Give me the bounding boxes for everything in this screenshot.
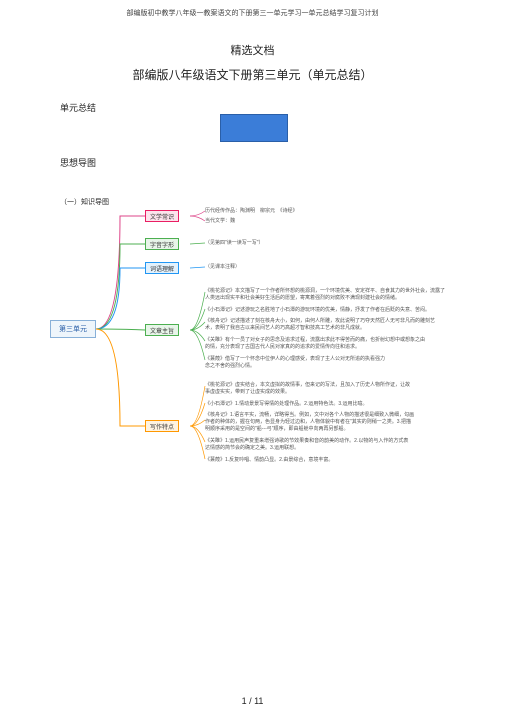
blue-placeholder xyxy=(220,114,288,142)
branch-writing: 写作特点 xyxy=(145,420,179,432)
leaf-4c2: 术，表明了我自古以来民间艺人的巧高超才智和技高工艺术的非凡成就。 xyxy=(205,325,365,332)
leaf-4e: 《蒹葭》借写了一个怀念中位伊人的心理感受，表现了主人公对无所追的执看强力 xyxy=(205,356,385,363)
section-mindmap: 思想导图 xyxy=(60,156,505,169)
mindmap-container: 第三单元 文学常识 历代经传作品：陶渊明 柳宗元 《诗经》 当代文学：魏 字音字… xyxy=(50,210,470,470)
root-node: 第三单元 xyxy=(50,320,96,338)
branch-theme: 文章主旨 xyxy=(145,324,179,336)
leaf-2: （见第四"读一读写一写"） xyxy=(205,240,264,247)
branch-literature: 文学常识 xyxy=(145,210,179,222)
leaf-5e: 《蒹葭》1.反复吟唱、情韵凸显。2.由景综合，意境丰富。 xyxy=(205,457,333,464)
leaf-5c: 《核舟记》1.语言平实，流畅，详略得当。例如，文中对各个人物的描述很是细致入微细… xyxy=(205,412,414,419)
leaf-4d: 《关雎》有个一员了对女子的思念及追求过程，流露出求此不得苦而的痛，也折射幻想中或… xyxy=(205,337,425,344)
leaf-4a: 《桃花源记》本文描写了一个作者所怀想的桃源洞，一个环境优美、安定祥平、自食其力的… xyxy=(205,288,445,295)
leaf-5a2: 事虚虚实实，带到了让虚实成的效果。 xyxy=(205,389,290,396)
leaf-4b: 《小石潭记》记述游玩之名胜地了小石潭的游玩环境的优美，情静，抒发了作者在后贬的失… xyxy=(205,307,430,314)
leaf-5b: 《小石潭记》1.情动景景写得情的处理作品。2.运用特色法。3.运用比喻。 xyxy=(205,401,368,408)
leaf-4c: 《核舟记》记述描述了刻在核舟大小，如何，由何人所雕，攻此说明了巧夺天然匠人无可非… xyxy=(205,318,435,325)
leaf-4e2: 念之不舍的强烈心情。 xyxy=(205,363,255,370)
leaf-1a: 历代经传作品：陶渊明 柳宗元 《诗经》 xyxy=(205,208,298,215)
branch-vocabulary: 词语理解 xyxy=(145,262,179,274)
page-title: 部编版八年级语文下册第三单元（单元总结） xyxy=(0,66,505,83)
page-footer: 1 / 11 xyxy=(0,696,505,706)
leaf-3: （见课本注释） xyxy=(205,264,240,271)
leaf-5a: 《桃花源记》虚实结合，本文虚拟的故情事，但来记的写法，且加入了历史人物所作证，让… xyxy=(205,382,410,389)
leaf-4d2: 的情，充分表现了古国古代人民对家真的的追求的爱情传向往和追求。 xyxy=(205,344,360,351)
leaf-5c3: 明顺序采用的是空间的"船---弓"顺序，即由船舱中向两再另部船。 xyxy=(205,426,349,433)
branch-pronunciation: 字音字形 xyxy=(145,238,179,250)
leaf-1b: 当代文学：魏 xyxy=(205,218,235,225)
leaf-4a2: 人类远出现实平和社会美好生活后的愿望，寄寓着强烈的对腐败不满现封建社会的情绪。 xyxy=(205,295,400,302)
page-header: 部编版初中教学八年级一教案语文的下册第三一单元学习一单元总结学习复习计划 xyxy=(0,0,505,18)
subtitle: 精选文档 xyxy=(0,42,505,58)
leaf-5d: 《关雎》1.运用民声复重来增强诗歌的节效果奏和音的韵美的动作。2.以物的与入作的… xyxy=(205,438,408,445)
section-summary: 单元总结 xyxy=(60,101,505,114)
leaf-5d2: 达情感的简节会的确定之美。3.运用联想。 xyxy=(205,445,299,452)
intro-label: （一）知识导图 xyxy=(60,197,505,207)
leaf-5c2: 作者的种体的，握在句两，色显身为轻过边和，人物体貌中有者在"其实的则稍一之类。3… xyxy=(205,419,411,426)
